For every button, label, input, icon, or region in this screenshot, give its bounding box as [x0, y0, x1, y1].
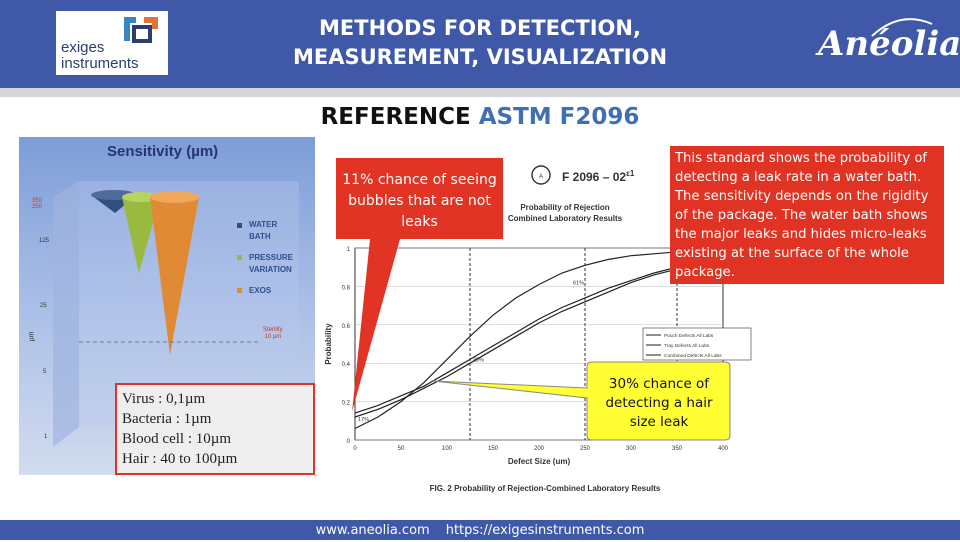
footer-link-aneolia[interactable]: www.aneolia.com: [315, 523, 430, 538]
legend-water-bath: WATER BATH: [249, 220, 278, 241]
sterility-line-1: Sterility: [263, 327, 283, 333]
tick-5: 5: [43, 369, 47, 375]
standard-explanation-box: This standard shows the probability of d…: [670, 146, 944, 284]
tick-25: 25: [40, 303, 47, 309]
legend-pressure-variation: PRESSURE VARIATION: [249, 253, 294, 274]
size-virus: Virus : 0,1µm: [122, 391, 206, 407]
sterility-annotation: Sterility 10 µm: [263, 327, 283, 341]
slide-subtitle: REFERENCE ASTM F2096: [0, 104, 960, 130]
x-tick-label: 200: [534, 446, 545, 452]
size-blood-cell: Blood cell : 10µm: [122, 431, 232, 447]
sensitivity-axis-label: µm: [28, 331, 36, 342]
tick-350: 350: [32, 198, 43, 204]
x-axis-label: Defect Size (um): [508, 457, 571, 466]
subtitle-standard: ASTM F2096: [478, 104, 640, 130]
point-label: 38%: [473, 357, 484, 363]
page-title: METHODS FOR DETECTION, MEASUREMENT, VISU…: [240, 14, 720, 72]
title-line-2: MEASUREMENT, VISUALIZATION: [292, 45, 668, 69]
legend-label-1: Pouch Defects All Labs: [664, 333, 714, 339]
particle-sizes-box: Virus : 0,1µm Bacteria : 1µm Blood cell …: [115, 383, 315, 475]
sterility-line-2: 10 µm: [264, 334, 282, 340]
logo-line-2: instruments: [61, 55, 139, 72]
yellow-callout-text: 30% chance of detecting a hair size leak: [605, 376, 713, 430]
x-tick-label: 250: [580, 446, 591, 452]
x-tick-label: 100: [442, 446, 453, 452]
footer-link-exiges[interactable]: https://exigesinstruments.com: [445, 523, 645, 538]
tick-250: 250: [32, 204, 43, 210]
legend-label-3: Combined Defects All Labs: [664, 353, 722, 359]
header-divider: [0, 88, 960, 97]
astm-standard-label: F 2096 – 02ε1: [562, 169, 635, 184]
footer-bar: www.aneolia.com https://exigesinstruments…: [0, 520, 960, 540]
astm-logo-icon: A: [531, 165, 551, 185]
subtitle-reference: REFERENCE: [320, 104, 479, 130]
pressure-variation-cone: [122, 197, 160, 273]
figure-caption-2: Combined Laboratory Results: [508, 214, 623, 223]
exiges-logo[interactable]: exiges instruments: [56, 11, 168, 75]
y-tick-label: 0.2: [342, 401, 351, 407]
aneolia-swoosh-icon: [871, 18, 933, 37]
figure-caption-1: Probability of Rejection: [520, 203, 609, 212]
x-tick-label: 300: [626, 446, 637, 452]
tick-1: 1: [44, 434, 48, 440]
y-tick-label: 0.4: [342, 362, 351, 368]
svg-text:A: A: [539, 174, 543, 180]
tick-125: 125: [39, 238, 50, 244]
title-line-1: METHODS FOR DETECTION,: [319, 16, 641, 40]
legend-swatch-water-bath: [237, 223, 242, 228]
x-tick-label: 150: [488, 446, 499, 452]
red-callout-text: 11% chance of seeing bubbles that are no…: [342, 172, 497, 230]
exos-cone: [150, 197, 199, 355]
legend-swatch-pressure: [237, 255, 242, 260]
x-tick-label: 0: [353, 446, 357, 452]
legend-exos: EXOS: [249, 286, 272, 295]
legend-swatch-exos: [237, 288, 242, 293]
exiges-logo-text: exiges instruments: [61, 40, 139, 72]
y-tick-label: 0.6: [342, 324, 351, 330]
y-tick-label: 0.8: [342, 285, 351, 291]
y-tick-label: 1: [347, 247, 351, 253]
y-tick-label: 0: [347, 439, 351, 445]
exiges-logo-mark-icon: [124, 17, 158, 43]
x-tick-label: 400: [718, 446, 729, 452]
x-tick-label: 350: [672, 446, 683, 452]
logo-line-1: exiges: [61, 39, 105, 56]
y-axis-label: Probability: [324, 323, 333, 365]
x-tick-label: 50: [398, 446, 405, 452]
size-bacteria: Bacteria : 1µm: [122, 411, 212, 427]
point-label: 17%: [358, 417, 369, 423]
figure-bottom-caption: FIG. 2 Probability of Rejection-Combined…: [430, 484, 661, 493]
size-hair: Hair : 40 to 100µm: [122, 451, 238, 467]
point-label: 61%: [573, 280, 584, 286]
aneolia-logo[interactable]: Anéolia: [818, 24, 960, 64]
legend-label-2: Tray Defects All Labs: [664, 343, 710, 349]
sensitivity-title: Sensitivity (µm): [107, 143, 219, 160]
